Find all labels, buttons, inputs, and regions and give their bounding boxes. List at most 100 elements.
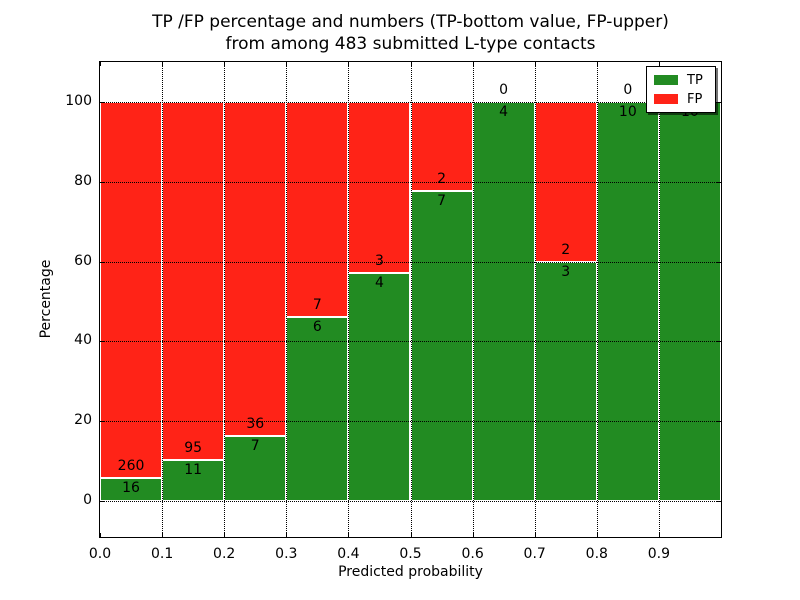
bar-count-label-fp: 7 [312,296,322,313]
x-tick-mark [286,62,288,66]
y-tick-mark [100,421,104,423]
bar-count-label-tp: 11 [184,461,203,478]
bar-segment-fp [162,101,225,460]
y-tick-mark [100,261,104,263]
x-tick-mark [658,533,660,537]
bar-segment-fp [286,101,349,317]
chart-title: TP /FP percentage and numbers (TP-bottom… [99,11,722,55]
x-tick-mark [348,533,350,537]
x-tick-mark [162,533,164,537]
bar-count-label-fp: 2 [561,241,571,258]
x-tick-mark [348,62,350,66]
y-tick-mark [717,421,721,423]
legend-row: TP [654,74,715,87]
x-tick-mark [596,533,598,537]
x-tick-label: 0.9 [647,546,671,562]
gridline-vertical [410,62,412,537]
gridline-vertical [348,62,350,537]
bar-segment-tp [162,459,225,502]
y-tick-mark [100,341,104,343]
gridline-vertical [534,62,536,537]
bar-count-label-fp: 95 [184,439,203,456]
bar-segment-tp [596,101,659,502]
gridline-vertical [162,62,164,537]
bar-count-label-fp: 2 [437,170,447,187]
bar-segment-tp [472,101,535,502]
y-tick-label: 60 [74,252,92,269]
y-tick-mark [717,341,721,343]
bar-count-label-tp: 16 [122,479,140,496]
bar-count-label-fp: 0 [499,81,509,98]
bar-count-label-fp: 36 [246,416,265,433]
x-tick-mark [224,62,226,66]
x-tick-label: 0.8 [585,546,608,562]
x-tick-label: 0.0 [88,546,112,562]
y-tick-mark [717,181,721,183]
bar-segment-tp [286,316,349,502]
x-tick-mark [534,62,536,66]
y-tick-label: 100 [65,92,92,109]
bar-count-label-tp: 10 [618,103,637,120]
legend-label: TP [687,72,703,88]
y-tick-mark [100,501,104,503]
legend-label: FP [687,91,703,107]
x-axis-label: Predicted probability [338,564,483,580]
bar-segment-tp [348,272,411,502]
bar-segment-tp [410,190,473,502]
legend-swatch-fp [654,94,678,104]
bar-count-label-fp: 0 [623,81,633,98]
plot-area: 1626011957366743724032100100 [99,61,722,538]
bar-segment-fp [348,101,411,273]
y-tick-mark [100,181,104,183]
bar-segment-tp [224,436,287,502]
y-tick-label: 80 [74,172,92,189]
y-tick-mark [100,101,104,103]
bar-segment-fp [224,101,287,437]
bar-count-label-fp: 260 [117,457,145,474]
gridline-vertical [472,62,474,537]
x-tick-mark [100,62,101,66]
bar-count-label-tp: 4 [499,103,509,120]
y-tick-label: 40 [74,332,92,349]
bar-count-label-tp: 6 [312,318,322,335]
bar-count-label-tp: 3 [561,263,571,280]
chart-title-line1: TP /FP percentage and numbers (TP-bottom… [152,12,669,32]
gridline-vertical [658,62,660,537]
gridline-vertical [286,62,288,537]
x-tick-label: 0.6 [461,546,484,562]
x-tick-label: 0.5 [399,546,422,562]
bar-count-label-fp: 3 [374,252,384,269]
legend: TP FP [646,66,716,113]
x-tick-mark [286,533,288,537]
legend-row: FP [654,93,715,106]
x-tick-mark [410,533,412,537]
x-tick-mark [100,533,101,537]
x-tick-label: 0.1 [150,546,174,562]
x-tick-mark [472,62,474,66]
bar-count-label-tp: 7 [250,438,260,455]
bar-segment-fp [100,101,163,478]
x-tick-mark [224,533,226,537]
x-tick-label: 0.3 [275,546,298,562]
bar-count-label-tp: 7 [437,192,447,209]
y-tick-mark [717,501,721,503]
x-tick-label: 0.7 [523,546,546,562]
gridline-vertical [596,62,598,537]
x-tick-mark [410,62,412,66]
y-tick-mark [717,101,721,103]
bar-count-label-tp: 4 [374,274,384,291]
x-tick-mark [534,533,536,537]
legend-swatch-tp [654,75,678,85]
gridline-vertical [224,62,226,537]
bar-segment-tp [534,261,597,502]
x-tick-mark [658,62,660,66]
x-tick-label: 0.2 [213,546,236,562]
y-tick-label: 20 [74,412,92,429]
bar-segment-tp [658,101,721,502]
x-tick-mark [472,533,474,537]
bar-segment-tp [100,477,163,502]
x-tick-mark [596,62,598,66]
y-axis-label: Percentage [38,259,54,339]
x-tick-mark [162,62,164,66]
